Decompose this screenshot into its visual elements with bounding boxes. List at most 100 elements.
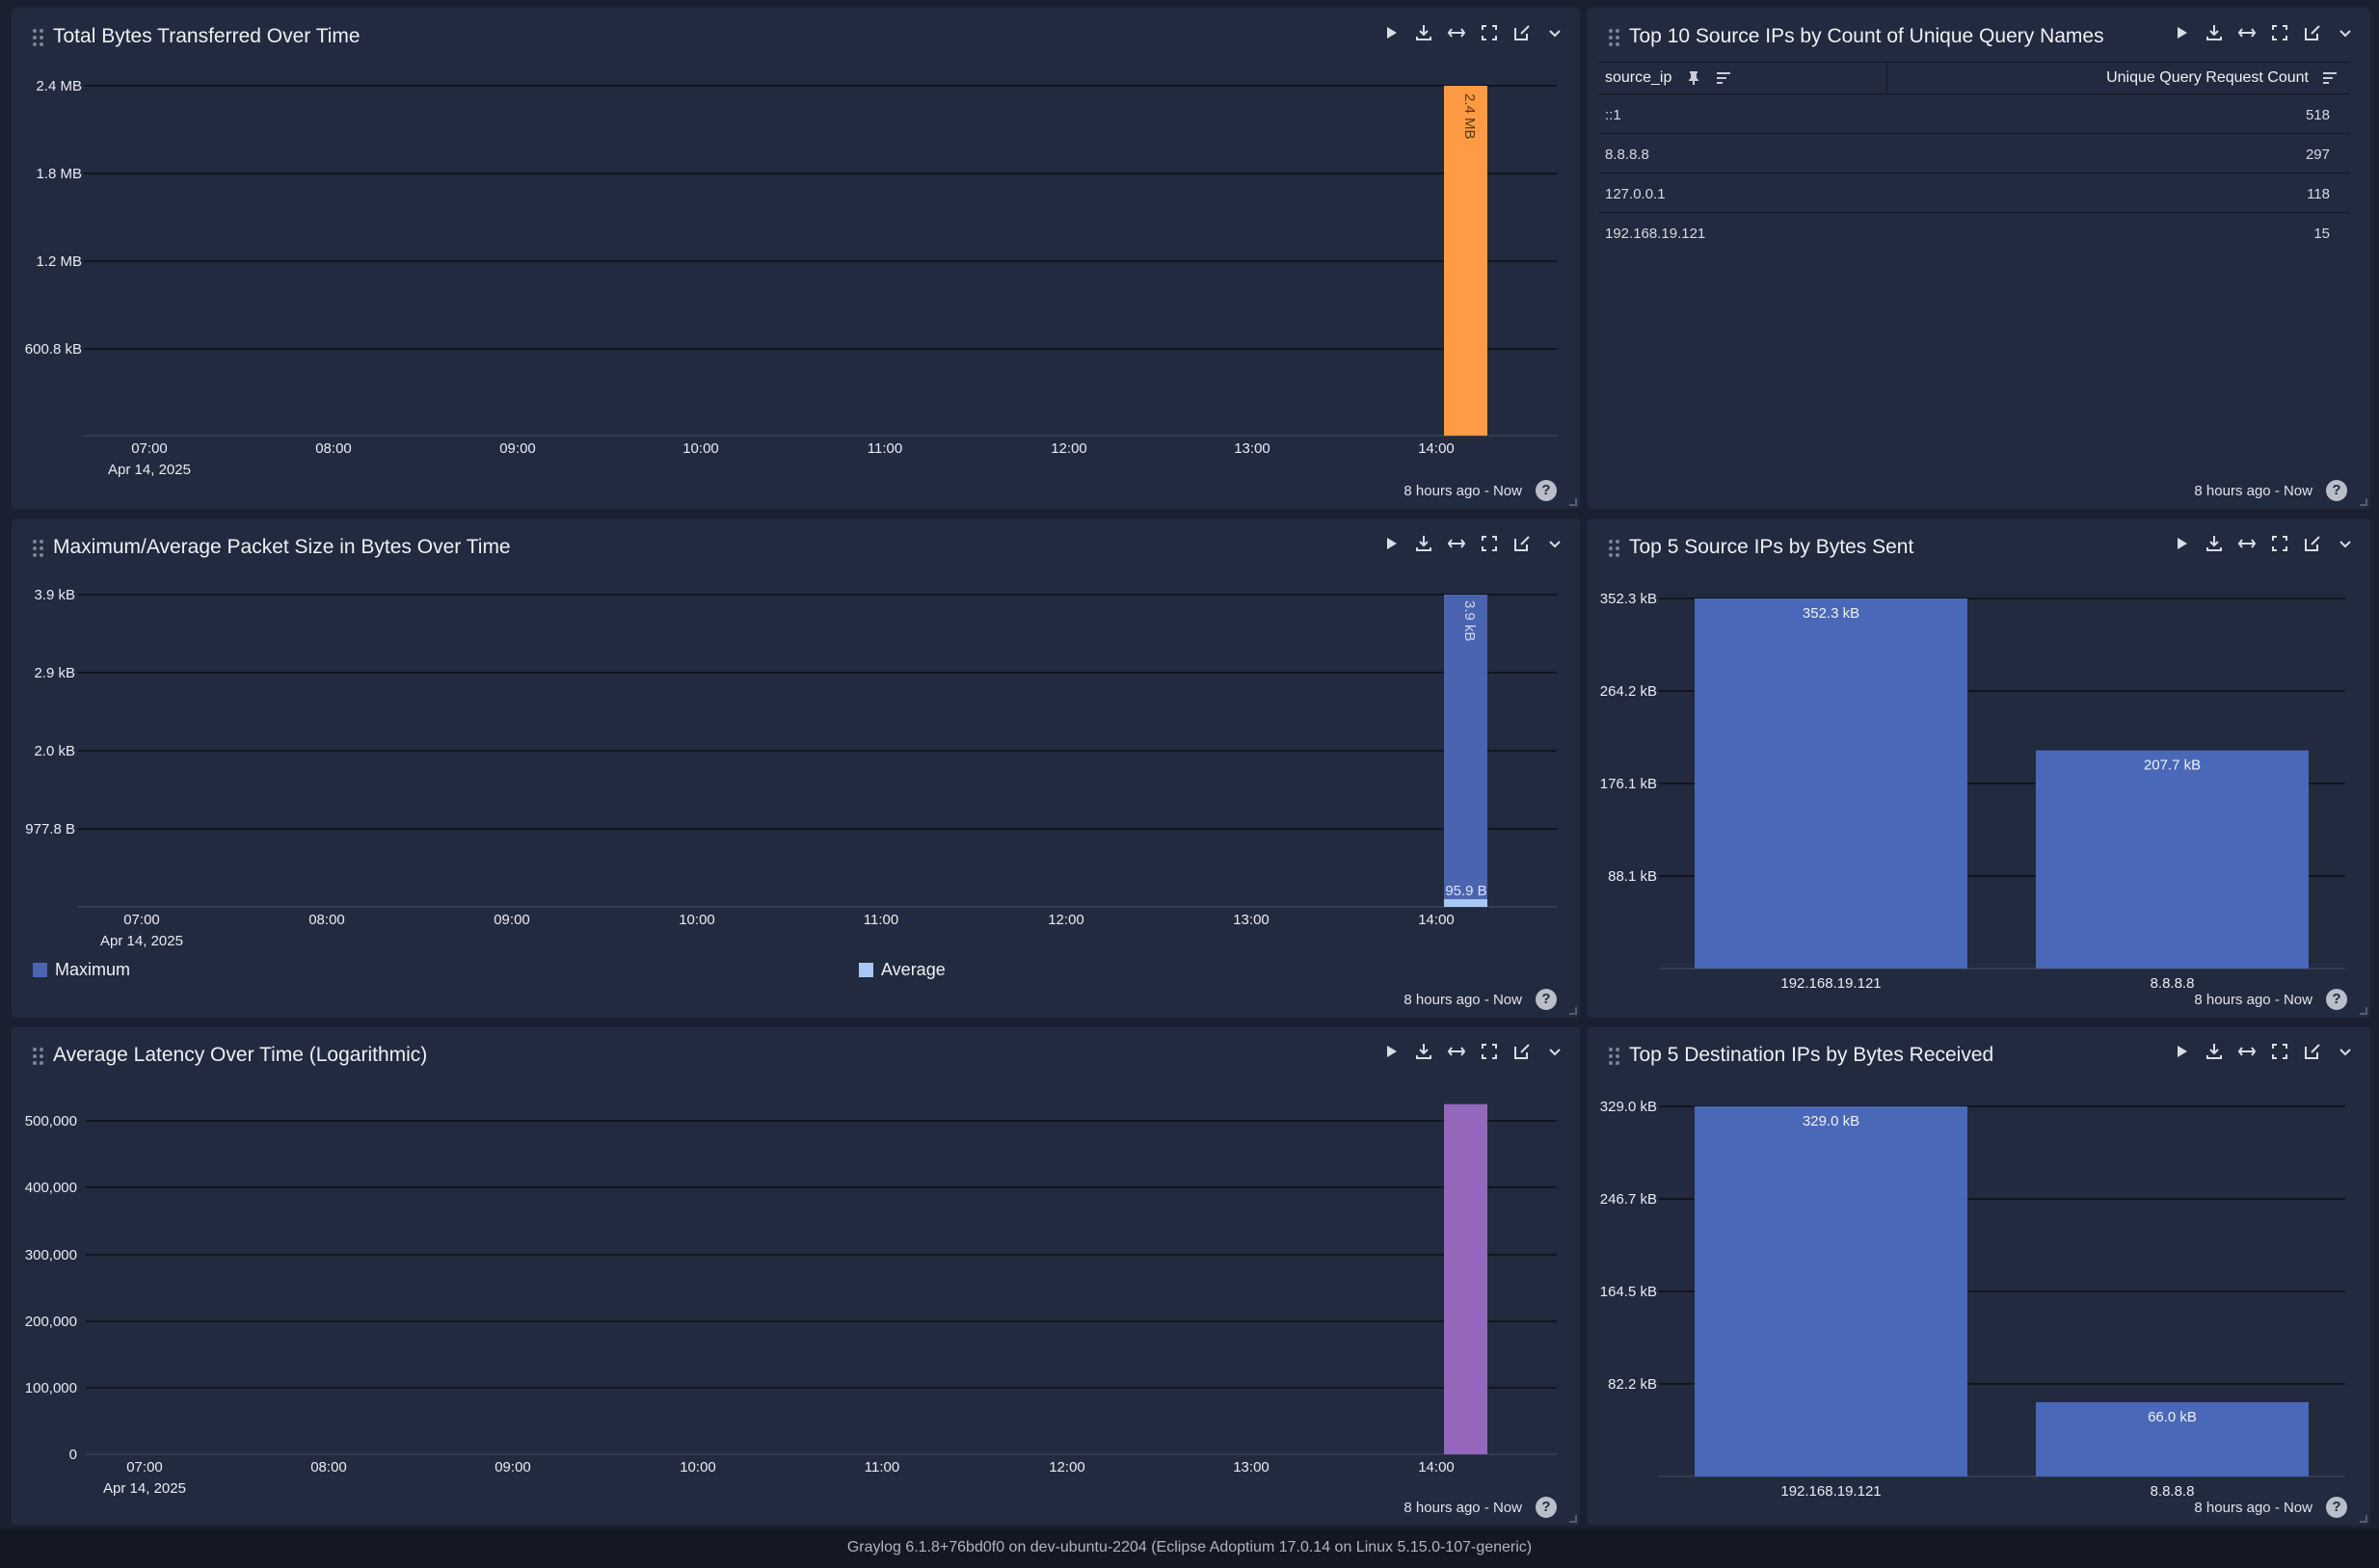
download-icon[interactable] — [1414, 23, 1433, 42]
play-icon[interactable] — [1381, 534, 1401, 553]
x-tick-label: 09:00 — [499, 440, 536, 457]
panel-header: Top 5 Source IPs by Bytes Sent — [1588, 518, 2370, 576]
panel-actions — [1381, 1042, 1564, 1061]
help-icon[interactable]: ? — [2326, 1497, 2347, 1518]
panel-bytes-sent: Top 5 Source IPs by Bytes Sent 352.3 kB 2… — [1588, 518, 2370, 1018]
fullscreen-icon[interactable] — [2270, 1042, 2289, 1061]
cell-count: 118 — [2307, 186, 2330, 202]
chevron-down-icon[interactable] — [1545, 23, 1564, 42]
column-header-count[interactable]: Unique Query Request Count — [2106, 69, 2309, 86]
help-icon[interactable]: ? — [2326, 989, 2347, 1010]
edit-icon[interactable] — [2303, 23, 2322, 42]
data-table: source_ip Unique Query Request Count ::1… — [1599, 62, 2349, 252]
panel-header: Maximum/Average Packet Size in Bytes Ove… — [12, 518, 1580, 576]
edit-icon[interactable] — [2303, 534, 2322, 553]
download-icon[interactable] — [1414, 534, 1433, 553]
help-icon[interactable]: ? — [2326, 480, 2347, 501]
x-tick-label: 14:00 — [1418, 912, 1455, 928]
chevron-down-icon[interactable] — [2336, 1042, 2355, 1061]
resize-handle-icon[interactable] — [1569, 1007, 1577, 1015]
fullscreen-icon[interactable] — [2270, 23, 2289, 42]
y-tick-label: 2.0 kB — [34, 743, 75, 759]
drag-handle-icon[interactable] — [33, 1048, 46, 1067]
play-icon[interactable] — [1381, 23, 1401, 42]
chevron-down-icon[interactable] — [1545, 1042, 1564, 1061]
help-icon[interactable]: ? — [1536, 480, 1557, 501]
edit-icon[interactable] — [1512, 23, 1532, 42]
chevron-down-icon[interactable] — [2336, 23, 2355, 42]
panel-title: Maximum/Average Packet Size in Bytes Ove… — [53, 536, 511, 558]
y-tick-label: 88.1 kB — [1608, 868, 1657, 885]
edit-icon[interactable] — [1512, 1042, 1532, 1061]
fullscreen-icon[interactable] — [2270, 534, 2289, 553]
x-category-label: 8.8.8.8 — [2151, 975, 2195, 992]
resize-handle-icon[interactable] — [2360, 1515, 2367, 1523]
edit-icon[interactable] — [1512, 534, 1532, 553]
panel-top-source-ips: Top 10 Source IPs by Count of Unique Que… — [1588, 8, 2370, 509]
chevron-down-icon[interactable] — [1545, 534, 1564, 553]
time-range-label: 8 hours ago - Now — [1403, 1499, 1522, 1516]
fullscreen-icon[interactable] — [1480, 1042, 1499, 1061]
help-icon[interactable]: ? — [1536, 1497, 1557, 1518]
x-tick-label: 14:00 — [1418, 1459, 1455, 1475]
fullscreen-icon[interactable] — [1480, 23, 1499, 42]
chevron-down-icon[interactable] — [2336, 534, 2355, 553]
x-tick-label: 12:00 — [1051, 440, 1087, 457]
drag-handle-icon[interactable] — [33, 540, 46, 559]
y-tick-label: 264.2 kB — [1600, 683, 1657, 700]
resize-handle-icon[interactable] — [2360, 1007, 2367, 1015]
edit-icon[interactable] — [2303, 1042, 2322, 1061]
y-tick-label: 0 — [69, 1447, 77, 1463]
drag-handle-icon[interactable] — [33, 29, 46, 48]
x-tick-label: 14:00 — [1418, 440, 1455, 457]
x-tick-label: 08:00 — [315, 440, 352, 457]
expand-horizontal-icon[interactable] — [1447, 23, 1466, 42]
x-tick-label: 07:00 — [123, 912, 160, 928]
pin-icon[interactable] — [1687, 70, 1700, 86]
expand-horizontal-icon[interactable] — [2237, 23, 2257, 42]
play-icon[interactable] — [2172, 1042, 2191, 1061]
legend-item-average[interactable]: Average — [859, 960, 946, 980]
download-icon[interactable] — [2205, 1042, 2224, 1061]
drag-handle-icon[interactable] — [1609, 29, 1622, 48]
legend-item-maximum[interactable]: Maximum — [33, 960, 130, 980]
y-tick-label: 400,000 — [25, 1180, 77, 1196]
cell-count: 518 — [2305, 107, 2330, 123]
y-tick-label: 600.8 kB — [25, 341, 82, 358]
bar-192-168-19-121 — [1695, 1106, 1967, 1476]
bar-data-label-maximum: 3.9 kB — [1461, 600, 1478, 642]
table-row: 8.8.8.8 297 — [1599, 134, 2349, 173]
resize-handle-icon[interactable] — [1569, 498, 1577, 506]
table-row: 127.0.0.1 118 — [1599, 173, 2349, 213]
download-icon[interactable] — [2205, 534, 2224, 553]
drag-handle-icon[interactable] — [1609, 540, 1622, 559]
expand-horizontal-icon[interactable] — [2237, 1042, 2257, 1061]
play-icon[interactable] — [1381, 1042, 1401, 1061]
x-tick-label: 12:00 — [1048, 912, 1084, 928]
play-icon[interactable] — [2172, 23, 2191, 42]
sort-icon[interactable] — [1716, 71, 1731, 85]
bar-bytes-14-00 — [1444, 86, 1487, 436]
resize-handle-icon[interactable] — [2360, 498, 2367, 506]
cell-source-ip: 192.168.19.121 — [1605, 226, 1706, 242]
fullscreen-icon[interactable] — [1480, 534, 1499, 553]
resize-handle-icon[interactable] — [1569, 1515, 1577, 1523]
status-bar: Graylog 6.1.8+76bd0f0 on dev-ubuntu-2204… — [0, 1528, 2379, 1568]
sort-icon[interactable] — [2322, 71, 2338, 85]
column-header-source-ip[interactable]: source_ip — [1605, 69, 1672, 86]
bar-data-label: 66.0 kB — [2148, 1409, 2197, 1425]
download-icon[interactable] — [2205, 23, 2224, 42]
panel-total-bytes: Total Bytes Transferred Over Time 2.4 MB… — [12, 8, 1580, 509]
play-icon[interactable] — [2172, 534, 2191, 553]
expand-horizontal-icon[interactable] — [2237, 534, 2257, 553]
download-icon[interactable] — [1414, 1042, 1433, 1061]
bar-data-label: 2.4 MB — [1461, 93, 1478, 140]
panel-footer: 8 hours ago - Now ? — [2194, 1497, 2347, 1518]
expand-horizontal-icon[interactable] — [1447, 1042, 1466, 1061]
bar-8-8-8-8 — [2036, 1401, 2309, 1476]
drag-handle-icon[interactable] — [1609, 1048, 1622, 1067]
expand-horizontal-icon[interactable] — [1447, 534, 1466, 553]
bar-data-label: 329.0 kB — [1803, 1113, 1859, 1129]
y-tick-label: 82.2 kB — [1608, 1376, 1657, 1393]
help-icon[interactable]: ? — [1536, 989, 1557, 1010]
